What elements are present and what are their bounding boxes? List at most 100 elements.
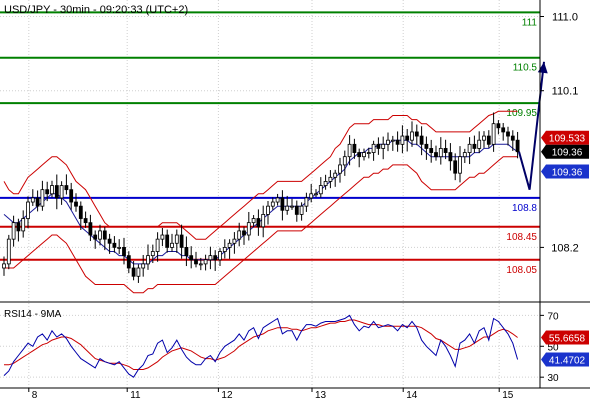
- rsi-tick-label: 30: [547, 373, 559, 384]
- candle-body: [256, 218, 261, 228]
- candle-body: [290, 205, 294, 208]
- candle-body: [64, 185, 69, 191]
- candle-body: [150, 251, 155, 257]
- rsi-tick-label: 70: [547, 311, 559, 322]
- candle-body: [467, 143, 472, 153]
- price-tags: 109.533 109.36 109.36 55.6658 41.4702: [541, 130, 589, 367]
- rsi-tag-1-bg: [541, 352, 589, 367]
- candle-body: [275, 197, 280, 203]
- candle-body: [40, 189, 45, 207]
- candle-body: [304, 197, 309, 207]
- candle-body: [266, 205, 270, 215]
- candle-body: [414, 131, 419, 137]
- y-tick-label: 108.2: [551, 242, 579, 254]
- candle-body: [213, 255, 218, 261]
- candle-body: [165, 234, 170, 248]
- candle-body: [218, 251, 222, 261]
- candle-body: [107, 238, 112, 244]
- candle-body: [102, 230, 107, 240]
- candle-body: [98, 230, 102, 240]
- level-label-109.95: 109.95: [506, 108, 537, 119]
- candle-body: [443, 148, 448, 153]
- candle-body: [453, 160, 458, 174]
- price-tag-0: 109.533: [549, 134, 586, 145]
- candle-body: [381, 143, 386, 149]
- candle-body: [69, 189, 74, 203]
- rsi-tag-0: 55.6658: [549, 334, 586, 345]
- candle-body: [333, 172, 338, 178]
- candle-body: [189, 255, 194, 261]
- candle-body: [136, 267, 141, 277]
- candle-body: [203, 259, 208, 265]
- candle-body: [21, 218, 26, 232]
- candle-body: [496, 123, 501, 129]
- forecast-arrow-line: [518, 61, 545, 190]
- candle-body: [59, 185, 64, 199]
- candle-body: [285, 205, 290, 211]
- candle-body: [222, 246, 227, 252]
- level-label-111: 111: [522, 17, 538, 28]
- x-tick-label: 12: [221, 390, 233, 400]
- candle-body: [294, 205, 299, 215]
- candle-body: [93, 234, 98, 240]
- x-tick-label: 15: [502, 390, 514, 400]
- candle-body: [78, 205, 83, 219]
- grid: [0, 0, 540, 388]
- candle-body: [458, 156, 462, 174]
- candle-body: [251, 218, 256, 224]
- candle-body: [194, 259, 198, 265]
- candle-body: [328, 176, 333, 182]
- candle-body: [146, 255, 150, 265]
- candle-body: [491, 123, 496, 145]
- candle-body: [83, 218, 88, 224]
- level-label-108.8: 108.8: [512, 203, 537, 214]
- bollinger-lower-line: [4, 156, 518, 294]
- candle-body: [448, 152, 453, 162]
- candle-body: [506, 131, 510, 137]
- candle-body: [184, 246, 189, 257]
- candle-body: [338, 164, 342, 174]
- candle-body: [88, 222, 93, 236]
- price-tag-2: 109.36: [552, 168, 583, 179]
- candle-body: [227, 242, 232, 248]
- candle-body: [429, 148, 434, 153]
- chart-title: USD/JPY - 30min - 09:20:33 (UTC+2): [4, 4, 188, 16]
- y-tick-label: 111.0: [552, 11, 578, 23]
- candle-body: [462, 152, 467, 158]
- candle-body: [362, 152, 366, 158]
- price-tag-1-bg: [541, 144, 589, 159]
- candle-body: [26, 201, 30, 219]
- rsi-tick-label: 50: [547, 342, 559, 353]
- candle-body: [309, 193, 314, 199]
- price-tag-0-bg: [541, 130, 589, 145]
- x-tick-label: 13: [315, 390, 327, 400]
- candle-body: [400, 135, 405, 145]
- candle-body: [486, 135, 491, 145]
- candle-body: [170, 242, 174, 248]
- rsi-tag-1: 41.4702: [549, 355, 586, 366]
- candle-body: [126, 255, 131, 269]
- candle-body: [347, 143, 352, 158]
- candle-body: [477, 139, 482, 149]
- candle-body: [246, 222, 251, 236]
- x-tick-label: 14: [406, 390, 418, 400]
- candle-body: [237, 230, 242, 240]
- candle-body: [482, 135, 486, 141]
- candle-body: [270, 201, 275, 207]
- candle-body: [242, 230, 246, 236]
- candle-body: [376, 143, 381, 149]
- candle-body: [45, 189, 50, 195]
- candle-body: [501, 127, 506, 133]
- candle-body: [2, 263, 6, 269]
- bollinger-upper-line: [3, 110, 518, 240]
- candle-body: [510, 135, 515, 141]
- x-tick-label: 8: [32, 390, 38, 400]
- candle-body: [318, 185, 323, 195]
- candle-body: [30, 197, 35, 203]
- candle-body: [232, 238, 237, 244]
- candlesticks: [2, 112, 520, 283]
- candle-body: [112, 242, 117, 248]
- candle-body: [35, 197, 40, 207]
- candle-body: [419, 135, 424, 145]
